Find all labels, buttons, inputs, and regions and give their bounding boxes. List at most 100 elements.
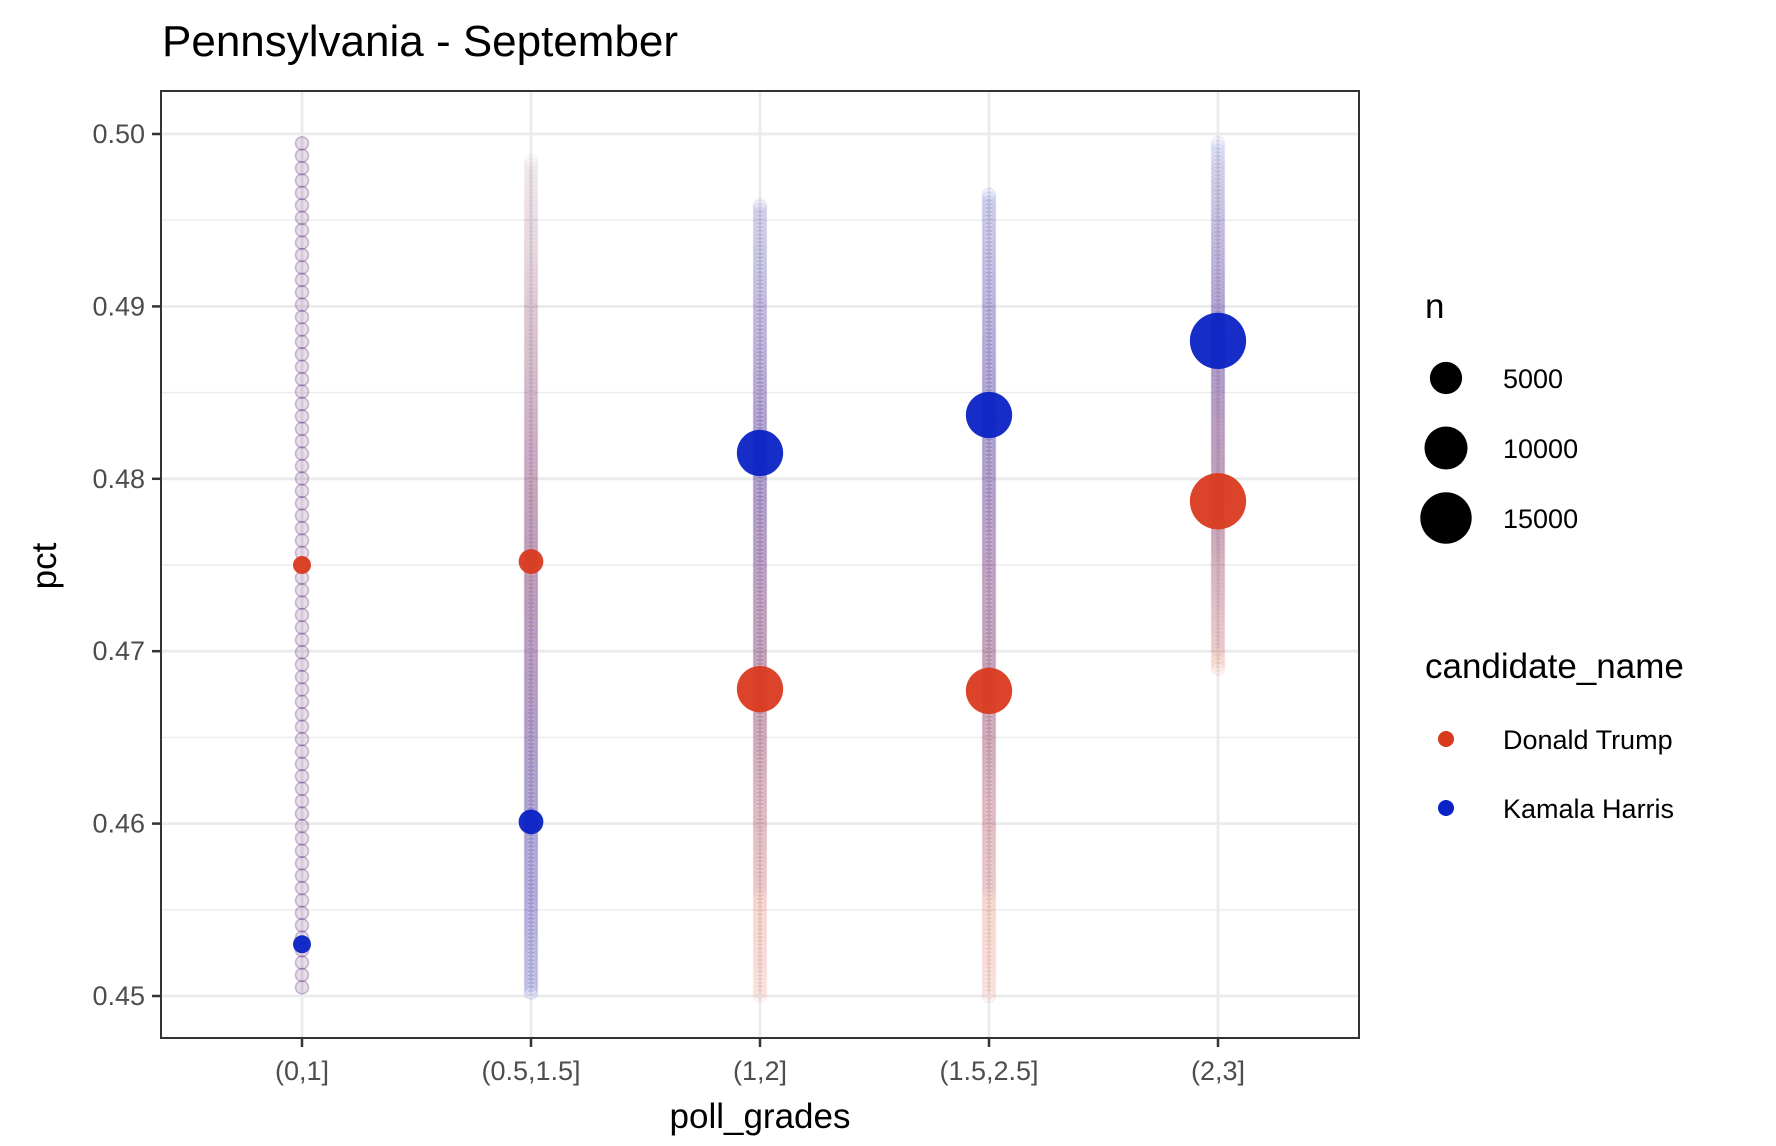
x-tick-label: (1.5,2.5] — [939, 1056, 1038, 1086]
spread-point — [296, 249, 309, 262]
spread-point — [296, 584, 309, 597]
spread-point — [296, 460, 309, 473]
size-legend: n 5000 10000 15000 — [1420, 287, 1578, 544]
spread-point — [296, 286, 309, 299]
spread-point — [296, 919, 309, 932]
spread-point — [296, 186, 309, 199]
spread-point — [296, 869, 309, 882]
mean-point — [293, 556, 311, 574]
y-tick-label: 0.46 — [92, 809, 145, 839]
spread-point — [296, 335, 309, 348]
spread-point — [296, 820, 309, 833]
plot-panel — [161, 91, 1359, 1038]
spread-point — [296, 323, 309, 336]
spread-point — [296, 857, 309, 870]
size-legend-label: 10000 — [1503, 434, 1578, 464]
color-legend-title: candidate_name — [1425, 647, 1684, 686]
color-legend: candidate_name Donald Trump Kamala Harris — [1425, 647, 1684, 824]
mean-point — [519, 549, 544, 574]
color-legend-key — [1438, 800, 1454, 816]
spread-point — [296, 981, 309, 994]
spread-point — [296, 906, 309, 919]
spread-point — [754, 200, 767, 213]
y-axis-title: pct — [25, 542, 64, 589]
spread-point — [296, 658, 309, 671]
spread-point — [296, 410, 309, 423]
color-legend-label: Kamala Harris — [1503, 794, 1674, 824]
size-legend-title: n — [1425, 287, 1444, 326]
x-tick-label: (0,1] — [275, 1056, 329, 1086]
spread-point — [296, 273, 309, 286]
spread-point — [296, 174, 309, 187]
mean-point — [966, 668, 1012, 714]
spread-point — [296, 832, 309, 845]
spread-point — [296, 770, 309, 783]
spread-point — [296, 695, 309, 708]
y-tick-label: 0.48 — [92, 464, 145, 494]
spread-point — [296, 633, 309, 646]
spread-point — [296, 211, 309, 224]
color-legend-label: Donald Trump — [1503, 725, 1673, 755]
spread-point — [296, 348, 309, 361]
spread-point — [296, 782, 309, 795]
x-axis: (0,1] (0.5,1.5] (1,2] (1.5,2.5] (2,3] — [275, 1038, 1245, 1086]
spread-point — [525, 155, 538, 168]
spread-point — [296, 671, 309, 684]
x-tick-label: (1,2] — [733, 1056, 787, 1086]
spread-point — [296, 385, 309, 398]
mean-point — [737, 666, 783, 712]
color-legend-key — [1438, 731, 1454, 747]
spread-point — [296, 484, 309, 497]
spread-point — [296, 137, 309, 150]
spread-point — [296, 509, 309, 522]
spread-point — [296, 373, 309, 386]
spread-point — [296, 360, 309, 373]
spread-point — [296, 621, 309, 634]
mean-point — [1190, 473, 1246, 529]
mean-point — [519, 809, 544, 834]
spread-point — [983, 188, 996, 201]
y-axis: 0.450.460.470.480.490.50 — [92, 119, 161, 1011]
y-tick-label: 0.49 — [92, 291, 145, 321]
spread-point — [296, 757, 309, 770]
mean-point — [1190, 313, 1246, 369]
spread-point — [296, 795, 309, 808]
spread-point — [296, 608, 309, 621]
spread-point — [296, 708, 309, 721]
spread-point — [296, 720, 309, 733]
spread-point — [296, 956, 309, 969]
size-legend-key — [1430, 362, 1462, 394]
chart-title: Pennsylvania - September — [162, 17, 678, 66]
spread-point — [296, 733, 309, 746]
spread-point — [296, 596, 309, 609]
x-tick-label: (0.5,1.5] — [481, 1056, 580, 1086]
spread-point — [296, 422, 309, 435]
spread-point — [296, 311, 309, 324]
mean-point — [293, 935, 311, 953]
x-tick-label: (2,3] — [1191, 1056, 1245, 1086]
spread-point — [1212, 136, 1225, 149]
size-legend-key — [1424, 426, 1467, 469]
size-legend-label: 15000 — [1503, 504, 1578, 534]
spread-point — [296, 199, 309, 212]
spread-point — [296, 397, 309, 410]
spread-point — [296, 968, 309, 981]
size-legend-label: 5000 — [1503, 364, 1563, 394]
spread-point — [296, 646, 309, 659]
spread-point — [296, 435, 309, 448]
spread-point — [296, 844, 309, 857]
y-tick-label: 0.50 — [92, 119, 145, 149]
spread-point — [296, 261, 309, 274]
x-axis-title: poll_grades — [670, 1097, 851, 1136]
spread-point — [296, 236, 309, 249]
spread-point — [296, 162, 309, 175]
spread-point — [296, 807, 309, 820]
spread-point — [296, 224, 309, 237]
spread-point — [296, 149, 309, 162]
spread-point — [296, 534, 309, 547]
spread-point — [296, 298, 309, 311]
y-tick-label: 0.47 — [92, 636, 145, 666]
spread-point — [296, 882, 309, 895]
spread-point — [296, 745, 309, 758]
spread-point — [296, 447, 309, 460]
